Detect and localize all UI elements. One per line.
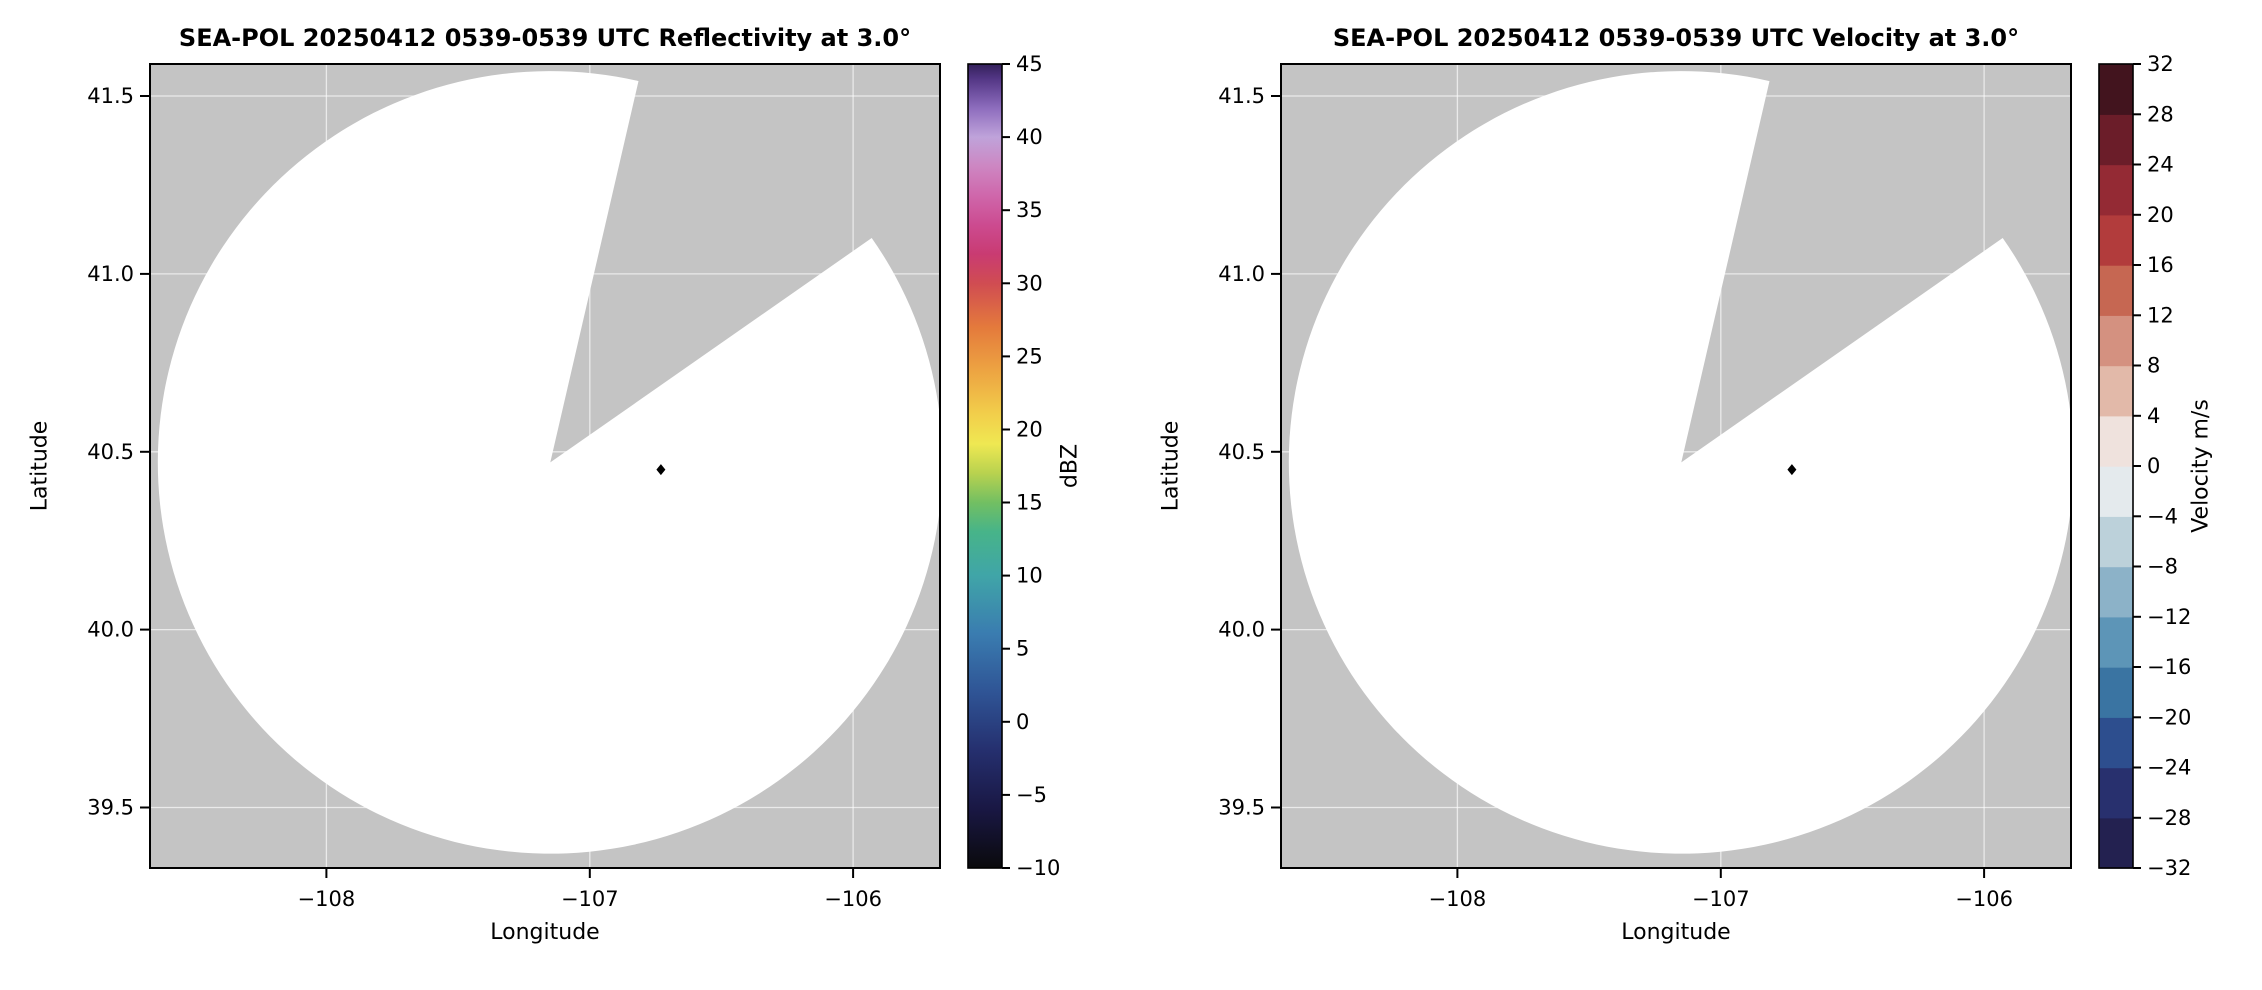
axes-border bbox=[1280, 63, 2072, 869]
colorbar-segment bbox=[2099, 817, 2133, 869]
colorbar-segment bbox=[2099, 164, 2133, 216]
chart-title: SEA-POL 20250412 0539-0539 UTC Reflectiv… bbox=[178, 24, 912, 52]
colorbar-tick-label: −32 bbox=[2147, 856, 2191, 880]
y-tick-label: 39.5 bbox=[87, 796, 134, 820]
y-tick-label: 40.0 bbox=[1218, 618, 1265, 642]
y-tick-label: 40.0 bbox=[87, 618, 134, 642]
colorbar-segment bbox=[2099, 616, 2133, 668]
velocity-plot: −108 −107 −106 39.5 40.0 40.5 41.0 41.5 −32 −28 −2… bbox=[1218, 52, 2191, 911]
y-tick-label: 41.5 bbox=[87, 84, 134, 108]
colorbar-tick-label: 16 bbox=[2147, 253, 2174, 277]
reflectivity-panel: −108 −107 −106 39.5 40.0 40.5 41.0 41.5 −10 −5 0 5 1… bbox=[27, 24, 1083, 945]
x-axis-label: Longitude bbox=[490, 920, 600, 945]
colorbar-tick-label: 10 bbox=[1016, 564, 1043, 588]
y-axis-label: Latitude bbox=[27, 420, 53, 512]
colorbar-tick-label: 4 bbox=[2147, 404, 2160, 428]
colorbar-segment bbox=[2099, 114, 2133, 166]
colorbar-segment bbox=[2099, 667, 2133, 718]
colorbar: −32 −28 −24 −20 −16 −12 −8 −4 0 4 8 12 16 20 24 28 32 bbox=[2098, 52, 2191, 880]
data-point-marker bbox=[1787, 464, 1797, 476]
colorbar-tick-label: −20 bbox=[2147, 705, 2191, 729]
colorbar-tick-label: 5 bbox=[1016, 637, 1029, 661]
colorbar-tick-label: 0 bbox=[1016, 710, 1029, 734]
colorbar-tick-label: −12 bbox=[2147, 605, 2191, 629]
colorbar-tick-label: 24 bbox=[2147, 153, 2174, 177]
colorbar-segment bbox=[2099, 415, 2133, 467]
y-tick-label: 41.0 bbox=[1218, 262, 1265, 286]
x-tick-label: −107 bbox=[561, 887, 619, 911]
data-point-marker bbox=[656, 464, 666, 476]
radar-plot-area bbox=[1281, 64, 2071, 868]
colorbar-segment bbox=[2099, 767, 2133, 819]
colorbar-tick-label: 20 bbox=[2147, 203, 2174, 227]
colorbar-segment bbox=[2099, 466, 2133, 517]
y-tick-label: 40.5 bbox=[1218, 440, 1265, 464]
colorbar-tick-label: 28 bbox=[2147, 102, 2174, 126]
colorbar-tick-label: 40 bbox=[1016, 125, 1043, 149]
colorbar-tick-label: 8 bbox=[2147, 354, 2160, 378]
axes-border bbox=[149, 63, 941, 869]
x-tick-label: −106 bbox=[1955, 887, 2013, 911]
y-tick-label: 40.5 bbox=[87, 440, 134, 464]
colorbar-tick-label: 30 bbox=[1016, 271, 1043, 295]
colorbar-tick-label: −16 bbox=[2147, 655, 2191, 679]
x-tick-label: −108 bbox=[1429, 887, 1487, 911]
chart-title: SEA-POL 20250412 0539-0539 UTC Velocity … bbox=[1332, 24, 2020, 52]
colorbar-segment bbox=[2099, 717, 2133, 769]
y-tick-label: 41.0 bbox=[87, 262, 134, 286]
colorbar-segment bbox=[2099, 566, 2133, 618]
colorbar-tick-label: 12 bbox=[2147, 303, 2174, 327]
colorbar-tick-label: 35 bbox=[1016, 198, 1043, 222]
colorbar-tick-label: −10 bbox=[1016, 856, 1060, 880]
x-tick-label: −108 bbox=[298, 887, 356, 911]
colorbar-tick-label: −24 bbox=[2147, 756, 2191, 780]
colorbar-tick-label: −4 bbox=[2147, 504, 2178, 528]
x-axis-label: Longitude bbox=[1621, 920, 1731, 945]
colorbar-segment bbox=[2099, 214, 2133, 266]
colorbar: −10 −5 0 5 10 15 20 25 30 35 40 45 bbox=[967, 52, 1060, 880]
colorbar-tick-label: 25 bbox=[1016, 344, 1043, 368]
colorbar-segment bbox=[2099, 365, 2133, 417]
colorbar-segment bbox=[2099, 265, 2133, 316]
velocity-panel: −108 −107 −106 39.5 40.0 40.5 41.0 41.5 −32 −28 −2… bbox=[1131, 0, 2262, 990]
y-tick-label: 39.5 bbox=[1218, 796, 1265, 820]
radar-coverage-area bbox=[1288, 71, 2071, 854]
colorbar-tick-label: 45 bbox=[1016, 52, 1043, 76]
radar-coverage-area bbox=[157, 71, 940, 854]
colorbar-label: dBZ bbox=[1057, 443, 1083, 489]
colorbar-segment bbox=[2099, 516, 2133, 568]
colorbar-tick-label: −5 bbox=[1016, 783, 1047, 807]
colorbar-segment bbox=[2099, 315, 2133, 367]
colorbar-tick-label: −28 bbox=[2147, 806, 2191, 830]
y-tick-label: 41.5 bbox=[1218, 84, 1265, 108]
x-tick-label: −106 bbox=[824, 887, 882, 911]
colorbar-tick-label: 20 bbox=[1016, 418, 1043, 442]
colorbar-gradient bbox=[968, 64, 1002, 868]
colorbar-tick-label: 32 bbox=[2147, 52, 2174, 76]
colorbar-tick-label: −8 bbox=[2147, 555, 2178, 579]
reflectivity-plot: −108 −107 −106 39.5 40.0 40.5 41.0 41.5 −10 −5 0 5 1… bbox=[87, 52, 1060, 911]
colorbar-segment bbox=[2099, 64, 2133, 115]
colorbar-tick-label: 15 bbox=[1016, 491, 1043, 515]
colorbar-tick-label: 0 bbox=[2147, 454, 2160, 478]
colorbar-label: Velocity m/s bbox=[2188, 399, 2214, 533]
colorbar-border bbox=[967, 63, 1003, 869]
y-axis-label: Latitude bbox=[1158, 420, 1184, 512]
x-tick-label: −107 bbox=[1692, 887, 1750, 911]
radar-plot-area bbox=[150, 64, 940, 868]
